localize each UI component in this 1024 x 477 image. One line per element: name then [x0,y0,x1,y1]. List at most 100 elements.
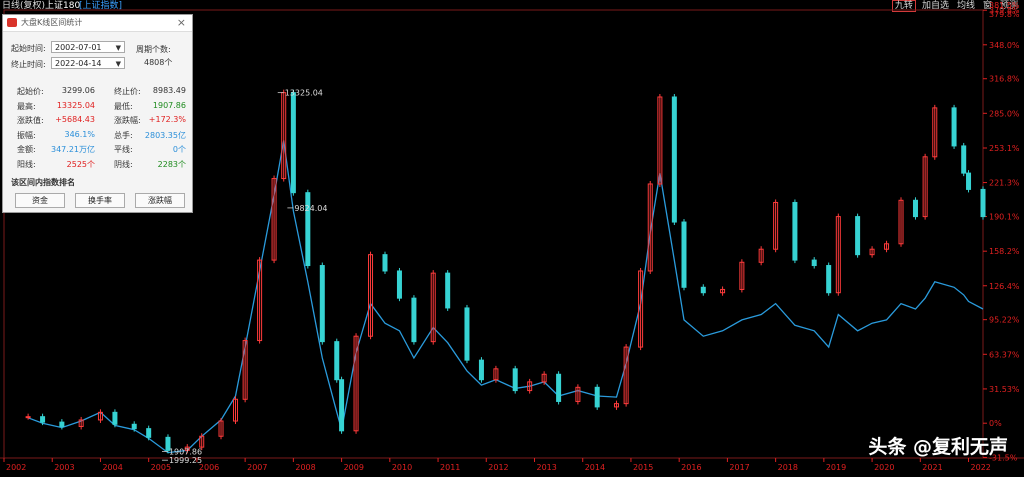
candle-body [541,373,547,383]
y-tick-label: 253.1% [989,144,1020,153]
stat-value: 2803.35亿 [144,130,186,140]
candle-body [339,379,345,432]
y-tick-label: 316.8% [989,75,1020,84]
rank-button-2[interactable]: 涨跌幅 [135,193,185,208]
annotation-label: 9824.04 [294,204,327,213]
annotation-label: 1907.86 [169,447,202,456]
candle-body [430,272,436,343]
y-tick-label: 348.0% [989,41,1020,50]
candle-body [382,254,388,272]
y-tick-label: 126.4% [989,282,1020,291]
candle-body [411,297,417,343]
stat-value: 8983.49 [152,86,186,95]
candle-body [396,270,402,299]
y-tick-label: 95.22% [989,316,1020,325]
period-title[interactable]: 日线(复权) [2,1,46,11]
period-count-label: 周期个数: [136,45,171,54]
annotation-label: 13325.04 [285,89,323,98]
end-time-label: 终止时间: [11,60,46,69]
candle-body [758,248,764,263]
stat-label: 阴线: [114,159,133,169]
chevron-down-icon: ▼ [115,60,121,68]
candle-body [512,368,518,392]
candle-body [855,216,861,256]
stat-value: 346.1% [64,129,95,139]
candle-body [40,416,46,423]
candle-body [961,145,967,174]
x-tick-label: 2008 [295,463,315,472]
y-tick-label: 285.0% [989,109,1020,118]
stat-label: 阳线: [17,159,36,169]
candle-body [334,341,340,381]
candle-body [218,420,224,437]
y-tick-label: 31.53% [989,385,1020,394]
y-tick-label: 0% [989,419,1002,428]
stat-label: 涨跌值: [17,116,44,125]
candle-body [720,288,726,294]
candle-body [319,265,325,343]
candle-body [647,183,653,272]
chevron-down-icon: ▼ [115,44,121,52]
x-tick-label: 2018 [778,463,798,472]
candle-body [835,216,841,294]
tool-3[interactable]: 窗 [982,1,992,11]
candle-body [232,398,238,422]
candle-body [681,221,687,288]
candle-body [700,286,706,294]
range-statistics-dialog: 大盘K线区间统计 × 起始时间: 2002-07-01 ▼ 终止时间: 2022-… [2,14,193,213]
tool-2[interactable]: 均线 [956,1,975,11]
candle-body [556,373,562,402]
candle-body [951,107,957,147]
candle-body [884,243,890,250]
stat-value: 2283个 [157,159,186,169]
candle-body [184,446,190,451]
candle-body [811,259,817,267]
tool-4[interactable]: 预测 [999,1,1018,11]
candle-body [575,386,581,402]
candle-body [493,368,499,381]
x-tick-label: 2002 [6,463,26,472]
period-count-value: 4808个 [144,58,173,67]
app-logo-icon [7,18,17,27]
candle-body [59,421,65,427]
stat-label: 总手: [114,130,133,140]
start-time-select[interactable]: 2002-07-01 ▼ [51,41,125,53]
candle-body [25,416,31,419]
end-time-select[interactable]: 2022-04-14 ▼ [51,57,125,69]
candle-body [869,248,875,256]
rank-button-1[interactable]: 换手率 [75,193,125,208]
x-tick-label: 2004 [102,463,122,472]
candle-body [773,201,779,250]
candle-body [97,411,103,421]
y-tick-label: -31.5% [989,453,1018,462]
candle-body [527,381,533,392]
rank-label: 该区间内指数排名 [11,178,75,187]
start-time-value: 2002-07-01 [55,43,102,52]
candle-body [966,172,972,190]
stat-value: 2525个 [66,159,95,169]
x-tick-label: 2015 [633,463,653,472]
x-tick-label: 2014 [585,463,605,472]
x-tick-label: 2019 [826,463,846,472]
candle-body [78,419,84,427]
tool-1[interactable]: 加自选 [921,1,949,11]
x-tick-label: 2009 [344,463,364,472]
y-tick-label: 63.37% [989,350,1020,359]
stat-label: 平线: [114,145,133,154]
candle-body [657,96,663,185]
candle-body [131,423,137,430]
index-name: 上证180 [45,1,81,11]
tool-0[interactable]: 九转 [891,0,916,12]
candle-body [613,403,619,408]
candle-body [305,192,311,267]
compare-index-label[interactable]: [上证指数] [79,1,123,11]
stat-value: 1907.86 [152,100,186,110]
x-tick-label: 2007 [247,463,267,472]
x-tick-label: 2020 [874,463,894,472]
stat-value: +172.3% [148,115,186,124]
close-icon[interactable]: × [176,16,186,29]
y-tick-label: 221.3% [989,179,1020,188]
rank-button-0[interactable]: 资金 [15,193,65,208]
candle-body [112,411,118,425]
